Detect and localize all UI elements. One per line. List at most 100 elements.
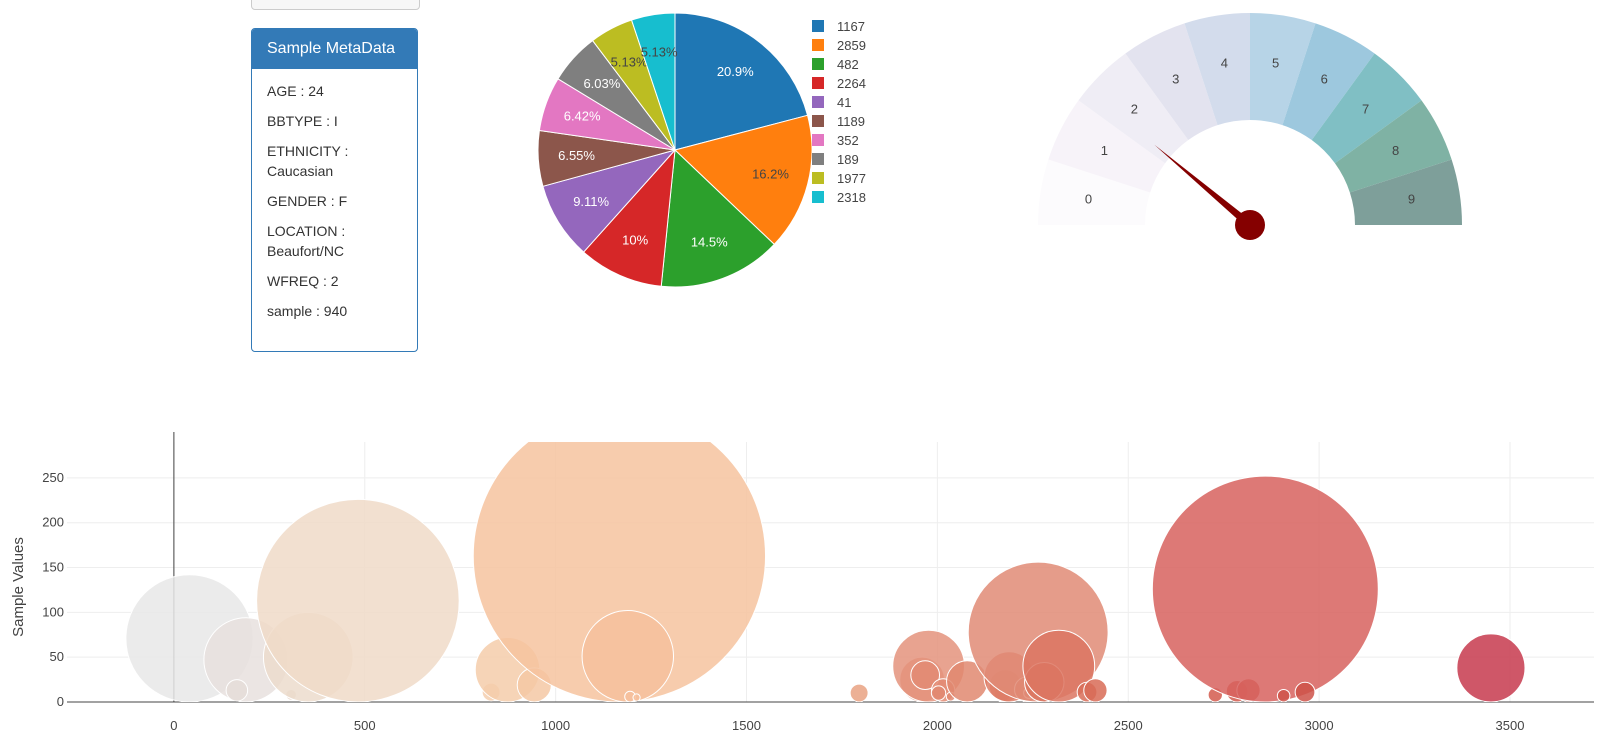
legend-label[interactable]: 2264 xyxy=(837,76,866,91)
gauge-needle xyxy=(1154,144,1253,229)
legend-label[interactable]: 352 xyxy=(837,133,859,148)
bubble[interactable] xyxy=(1022,629,1096,702)
gauge-segment-label: 6 xyxy=(1321,71,1328,86)
pie-slice[interactable] xyxy=(660,148,775,288)
metadata-panel: Sample MetaData AGE : 24 BBTYPE : I ETHNIC… xyxy=(251,28,418,352)
metadata-row: GENDER : F xyxy=(267,193,348,209)
pie-slice[interactable] xyxy=(630,12,676,151)
y-tick-label: 200 xyxy=(42,515,64,530)
pie-percent-label: 10% xyxy=(622,232,648,247)
x-tick-label: 1500 xyxy=(732,718,761,732)
metadata-row: AGE : 24 xyxy=(267,83,324,99)
legend-label[interactable]: 1189 xyxy=(837,114,865,129)
bubble[interactable] xyxy=(256,498,460,702)
gauge-segment-label: 3 xyxy=(1172,71,1179,86)
x-tick-label: 3000 xyxy=(1305,718,1334,732)
pie-chart: 20.9% 1167 16.2% 2859 14.5% 482 10% 2264 9.11% 41… xyxy=(537,12,866,288)
gauge-segment[interactable] xyxy=(1048,100,1166,193)
gauge-segment[interactable] xyxy=(1184,13,1250,126)
legend-swatch[interactable] xyxy=(812,134,824,146)
pie-percent-label: 9.11% xyxy=(573,194,609,209)
metadata-row: LOCATION : Beaufort/NC xyxy=(267,223,346,259)
y-tick-label: 50 xyxy=(50,649,64,664)
bubble[interactable] xyxy=(1456,633,1526,702)
bubble[interactable] xyxy=(472,430,766,702)
y-tick-label: 100 xyxy=(42,604,64,619)
x-tick-label: 3500 xyxy=(1496,718,1525,732)
legend-swatch[interactable] xyxy=(812,153,824,165)
pie-percent-label: 6.42% xyxy=(564,109,601,124)
gauge-segment[interactable] xyxy=(1038,159,1151,225)
legend-label[interactable]: 2859 xyxy=(837,38,866,53)
bubble[interactable] xyxy=(632,693,641,702)
y-tick-label: 250 xyxy=(42,470,64,485)
pie-percent-label: 14.5% xyxy=(691,234,728,249)
gauge-segment-label: 2 xyxy=(1131,101,1138,116)
pie-percent-label: 6.55% xyxy=(558,148,595,163)
legend-swatch[interactable] xyxy=(812,20,824,32)
gauge-needle-hub xyxy=(1235,210,1265,240)
gauge-segment[interactable] xyxy=(1282,23,1375,141)
metadata-row: WFREQ : 2 xyxy=(267,273,339,289)
bubble-chart: 0 500 1000 1500 2000 2500 3000 3500 0 50 100 150 200… xyxy=(10,430,1594,732)
gauge-segment[interactable] xyxy=(1349,159,1462,225)
x-tick-label: 2500 xyxy=(1114,718,1143,732)
bubble[interactable] xyxy=(930,685,947,701)
legend-swatch[interactable] xyxy=(812,39,824,51)
gauge-segment-label: 4 xyxy=(1221,56,1228,71)
legend-swatch[interactable] xyxy=(812,191,824,203)
pie-percent-label: 5.13% xyxy=(641,45,678,60)
bubble[interactable] xyxy=(1151,475,1379,702)
metadata-row: BBTYPE : I xyxy=(267,113,338,129)
y-tick-label: 150 xyxy=(42,560,64,575)
gauge-segment-label: 8 xyxy=(1392,143,1399,158)
gauge-segment-label: 1 xyxy=(1101,143,1108,158)
gauge-segment[interactable] xyxy=(1125,23,1218,141)
legend-swatch[interactable] xyxy=(812,172,824,184)
y-axis-title: Sample Values xyxy=(10,537,27,637)
bubble[interactable] xyxy=(849,683,869,702)
pie-slice[interactable] xyxy=(674,12,809,151)
x-tick-label: 500 xyxy=(354,718,376,732)
legend-label[interactable]: 1167 xyxy=(837,19,865,34)
gauge-segment-label: 5 xyxy=(1272,56,1279,71)
legend-swatch[interactable] xyxy=(812,77,824,89)
gauge-segment[interactable] xyxy=(1334,100,1452,193)
gauge-segment-label: 0 xyxy=(1085,191,1092,206)
pie-slice[interactable] xyxy=(582,148,676,287)
legend-swatch[interactable] xyxy=(812,115,824,127)
y-tick-label: 0 xyxy=(57,694,64,709)
legend-swatch[interactable] xyxy=(812,58,824,70)
legend-label[interactable]: 2318 xyxy=(837,190,866,205)
x-tick-label: 1000 xyxy=(541,718,570,732)
bubble[interactable] xyxy=(225,679,249,702)
bubble[interactable] xyxy=(1083,678,1108,702)
gauge-segment-label: 7 xyxy=(1362,101,1369,116)
pie-slice[interactable] xyxy=(542,149,677,253)
x-tick-label: 0 xyxy=(170,718,177,732)
metadata-row: sample : 940 xyxy=(267,303,348,319)
legend-label[interactable]: 1977 xyxy=(837,171,866,186)
legend-label[interactable]: 189 xyxy=(837,152,859,167)
pie-percent-label: 5.13% xyxy=(611,55,648,70)
legend-swatch[interactable] xyxy=(812,96,824,108)
bubble[interactable] xyxy=(910,660,941,690)
pie-slice[interactable] xyxy=(674,114,813,246)
gauge-segment-label: 9 xyxy=(1408,191,1415,206)
gauge-chart: 0 1 2 3 4 5 6 7 8 9 xyxy=(1038,13,1462,240)
legend-label[interactable]: 482 xyxy=(837,57,859,72)
pie-percent-label: 6.03% xyxy=(583,76,620,91)
sample-select[interactable] xyxy=(251,0,420,10)
bubble[interactable] xyxy=(1294,681,1316,702)
gauge-segment[interactable] xyxy=(1311,53,1422,164)
gauge-segment[interactable] xyxy=(1250,13,1316,126)
bubble[interactable] xyxy=(1276,688,1291,702)
pie-percent-label: 16.2% xyxy=(752,167,789,182)
legend-label[interactable]: 41 xyxy=(837,95,851,110)
bubble[interactable] xyxy=(581,610,675,702)
metadata-panel-title: Sample MetaData xyxy=(252,29,417,69)
gauge-segment[interactable] xyxy=(1078,53,1189,164)
pie-percent-label: 20.9% xyxy=(717,64,754,79)
x-tick-label: 2000 xyxy=(923,718,952,732)
